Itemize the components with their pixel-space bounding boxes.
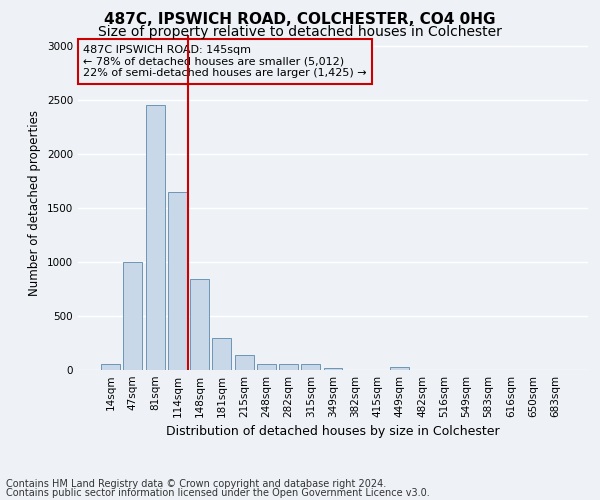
Bar [257,364,276,370]
Bar [301,364,320,370]
Bar [235,355,254,370]
Bar [212,338,231,370]
X-axis label: Distribution of detached houses by size in Colchester: Distribution of detached houses by size … [166,426,500,438]
Bar [168,192,187,370]
Text: Contains public sector information licensed under the Open Government Licence v3: Contains public sector information licen… [6,488,430,498]
Text: Contains HM Land Registry data © Crown copyright and database right 2024.: Contains HM Land Registry data © Crown c… [6,479,386,489]
Text: 487C IPSWICH ROAD: 145sqm
← 78% of detached houses are smaller (5,012)
22% of se: 487C IPSWICH ROAD: 145sqm ← 78% of detac… [83,45,367,78]
Bar [279,364,298,370]
Bar [124,262,142,370]
Text: 487C, IPSWICH ROAD, COLCHESTER, CO4 0HG: 487C, IPSWICH ROAD, COLCHESTER, CO4 0HG [104,12,496,28]
Bar [390,367,409,370]
Bar [190,279,209,370]
Bar [146,105,164,370]
Text: Size of property relative to detached houses in Colchester: Size of property relative to detached ho… [98,25,502,39]
Bar [101,364,120,370]
Bar [323,368,343,370]
Y-axis label: Number of detached properties: Number of detached properties [28,110,41,296]
